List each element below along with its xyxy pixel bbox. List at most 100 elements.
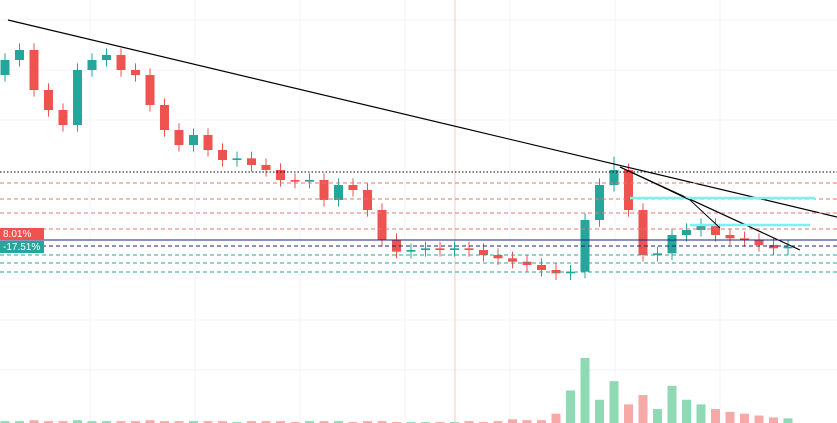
candle-body bbox=[624, 170, 633, 210]
candle-body bbox=[450, 248, 459, 250]
volume-bar bbox=[580, 357, 590, 423]
label-box bbox=[0, 241, 44, 253]
candle-body bbox=[73, 70, 82, 125]
volume-bar bbox=[493, 421, 503, 423]
volume-bar bbox=[73, 420, 82, 423]
volume-bar bbox=[508, 419, 517, 423]
volume-bar bbox=[711, 409, 720, 423]
annotation: -17.51% bbox=[3, 242, 40, 253]
candle-body bbox=[44, 90, 53, 110]
volume-bar bbox=[0, 421, 10, 423]
volume-bar bbox=[261, 421, 271, 423]
candle-body bbox=[218, 150, 227, 160]
volume-bar bbox=[189, 421, 198, 423]
candle-body bbox=[261, 165, 271, 170]
volume-bar bbox=[44, 421, 53, 423]
candle-body bbox=[421, 248, 430, 250]
candle-body bbox=[290, 180, 300, 182]
candle-body bbox=[116, 55, 126, 70]
candle-body bbox=[580, 220, 590, 272]
volume-bar bbox=[551, 413, 561, 423]
volume-bar bbox=[247, 421, 256, 423]
candle-body bbox=[203, 135, 213, 150]
candle-body bbox=[435, 248, 445, 250]
volume-bar bbox=[334, 421, 343, 423]
annotation: 8.01% bbox=[3, 229, 31, 240]
volume-bar bbox=[319, 421, 329, 423]
volume-bar bbox=[131, 421, 140, 423]
candle-body bbox=[29, 50, 39, 90]
candle-body bbox=[189, 135, 198, 145]
candle-body bbox=[609, 170, 619, 185]
volume-bar bbox=[160, 421, 169, 423]
volume-bar bbox=[769, 417, 778, 423]
volume-bar bbox=[87, 421, 97, 423]
candle-body bbox=[131, 70, 140, 75]
volume-bar bbox=[653, 409, 662, 423]
candle-body bbox=[334, 185, 343, 200]
volume-bar bbox=[305, 421, 314, 423]
candle-body bbox=[682, 230, 691, 235]
candle-body bbox=[479, 250, 488, 255]
volume-bar bbox=[522, 420, 532, 423]
volume-bar bbox=[116, 421, 126, 423]
volume-bar bbox=[609, 381, 619, 423]
marks bbox=[0, 43, 793, 423]
candle-body bbox=[145, 75, 155, 105]
volume-bar bbox=[754, 415, 764, 423]
volume-bar bbox=[725, 411, 735, 423]
candle-body bbox=[653, 253, 662, 255]
candle-body bbox=[15, 50, 24, 60]
volume-bar bbox=[682, 399, 691, 423]
candle-body bbox=[638, 210, 648, 255]
candle-body bbox=[754, 240, 764, 245]
volume-bar bbox=[15, 421, 24, 423]
candle-body bbox=[406, 250, 416, 252]
candle-body bbox=[783, 246, 793, 249]
volume-bar bbox=[218, 421, 227, 423]
volume-bar bbox=[203, 421, 213, 423]
volume-bar bbox=[696, 404, 706, 423]
candle-body bbox=[725, 235, 735, 239]
candle-body bbox=[595, 185, 604, 220]
candle-body bbox=[348, 185, 358, 190]
candle-body bbox=[247, 158, 256, 165]
volume-bar bbox=[174, 421, 184, 423]
volume-bar bbox=[638, 395, 648, 423]
volume-bar bbox=[29, 420, 39, 423]
candle-body bbox=[508, 258, 517, 262]
volume-bar bbox=[595, 399, 604, 423]
volume-bar bbox=[566, 390, 575, 423]
drawings bbox=[0, 19, 837, 273]
candle-body bbox=[740, 238, 749, 240]
label-box bbox=[0, 228, 44, 240]
candle-body bbox=[305, 180, 314, 182]
candle-body bbox=[377, 210, 387, 240]
candle-body bbox=[0, 60, 10, 75]
volume-bar bbox=[102, 421, 111, 423]
volume-bar bbox=[667, 385, 677, 423]
candle-body bbox=[537, 265, 546, 270]
volume-bar bbox=[464, 421, 474, 423]
volume-bar bbox=[624, 404, 633, 423]
candle-body bbox=[87, 60, 97, 70]
candle-body bbox=[464, 248, 474, 250]
candle-body bbox=[58, 110, 68, 125]
volume-bar bbox=[363, 421, 372, 423]
candle-body bbox=[392, 240, 401, 252]
volume-bar bbox=[377, 421, 387, 423]
volume-bar bbox=[537, 420, 546, 423]
candle-body bbox=[319, 180, 329, 200]
candle-body bbox=[711, 225, 720, 235]
candle-body bbox=[363, 190, 372, 210]
volume-bar bbox=[740, 413, 749, 423]
candle-body bbox=[276, 170, 285, 180]
volume-bar bbox=[145, 420, 155, 423]
volume-bar bbox=[783, 418, 793, 423]
candle-body bbox=[232, 158, 242, 160]
candle-body bbox=[102, 55, 111, 60]
candle-body bbox=[174, 130, 184, 145]
candle-body bbox=[160, 105, 169, 130]
